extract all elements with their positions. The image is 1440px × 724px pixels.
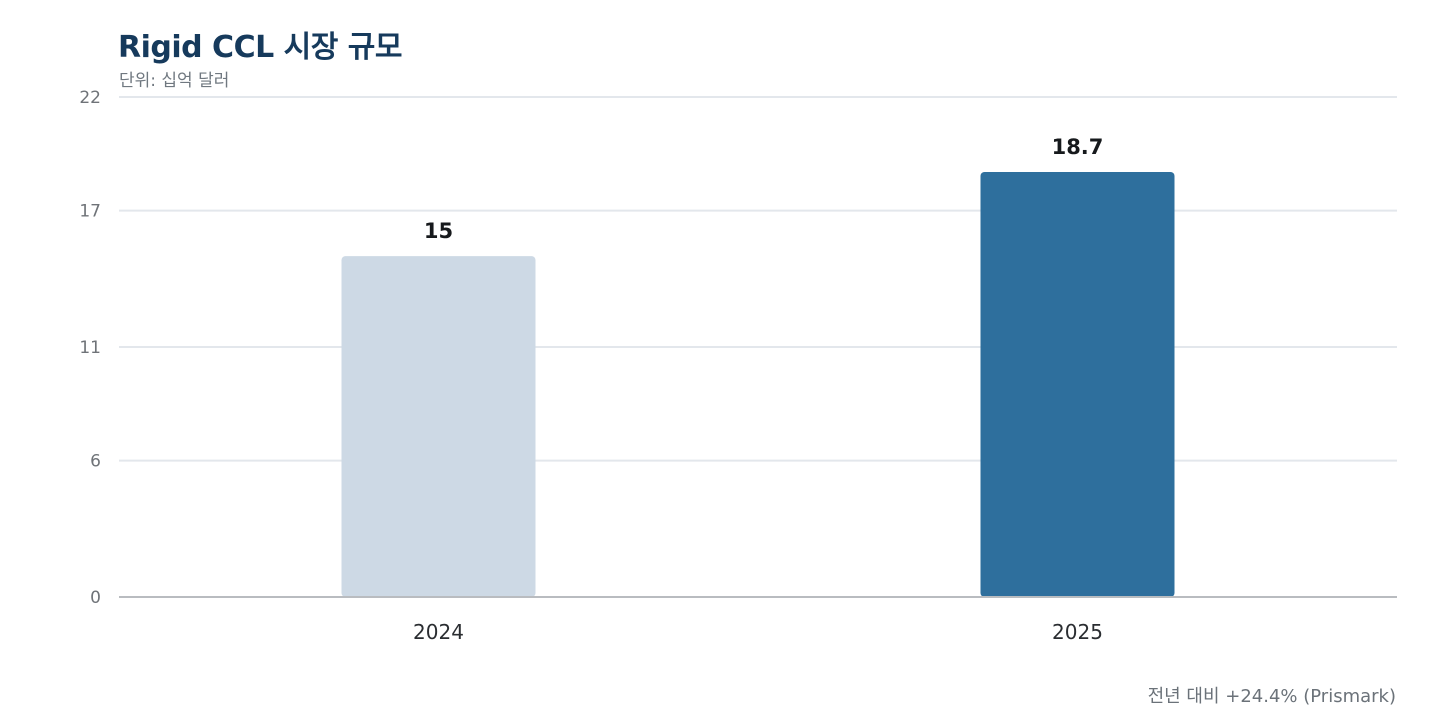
x-category-label: 2025 [1052, 620, 1103, 644]
y-tick-label: 11 [79, 338, 101, 358]
y-tick-label: 17 [79, 202, 101, 222]
bar-value-label: 18.7 [1052, 135, 1104, 159]
footnote: 전년 대비 +24.4% (Prismark) [1147, 686, 1396, 707]
bars [341, 172, 1175, 597]
y-tick-label: 6 [90, 452, 101, 472]
bar-2024 [341, 256, 536, 597]
y-tick-label: 0 [90, 588, 101, 608]
bar-2025 [980, 172, 1175, 597]
gridlines [119, 96, 1397, 462]
y-axis-tick-labels: 0 6 11 17 22 [79, 88, 101, 608]
value-labels: 15 18.7 [424, 135, 1104, 243]
chart-title: Rigid CCL 시장 규모 [118, 30, 403, 65]
x-axis-category-labels: 2024 2025 [413, 620, 1103, 644]
bar-value-label: 15 [424, 219, 453, 243]
y-tick-label: 22 [79, 88, 101, 108]
x-category-label: 2024 [413, 620, 464, 644]
chart-subtitle: 단위: 십억 달러 [119, 71, 230, 91]
